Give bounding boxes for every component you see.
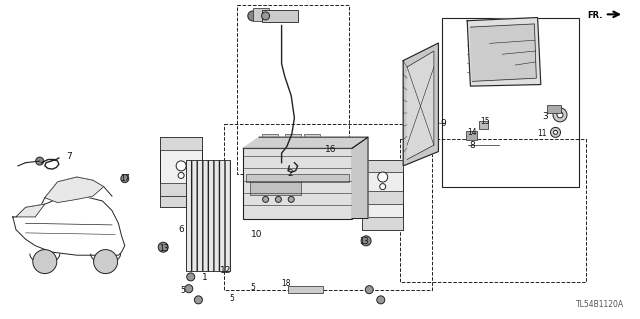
Text: FR.: FR. bbox=[588, 11, 603, 20]
Text: 8: 8 bbox=[469, 141, 475, 150]
Text: 11: 11 bbox=[538, 130, 547, 138]
Circle shape bbox=[288, 197, 294, 202]
Polygon shape bbox=[352, 137, 368, 219]
Circle shape bbox=[158, 242, 168, 252]
Text: 2: 2 bbox=[287, 169, 292, 178]
Text: TL54B1120A: TL54B1120A bbox=[576, 300, 624, 309]
Polygon shape bbox=[13, 195, 125, 255]
Text: 3: 3 bbox=[543, 112, 548, 121]
Bar bbox=[243, 148, 352, 219]
Bar bbox=[160, 137, 202, 150]
Text: 4: 4 bbox=[421, 68, 427, 77]
Circle shape bbox=[554, 130, 557, 134]
Circle shape bbox=[100, 256, 111, 268]
Polygon shape bbox=[16, 204, 45, 217]
Bar bbox=[362, 191, 403, 204]
Polygon shape bbox=[470, 24, 536, 81]
Circle shape bbox=[178, 173, 184, 178]
Circle shape bbox=[176, 161, 186, 171]
Circle shape bbox=[275, 197, 282, 202]
Polygon shape bbox=[467, 18, 541, 86]
Circle shape bbox=[185, 285, 193, 293]
Circle shape bbox=[404, 72, 412, 80]
Circle shape bbox=[557, 112, 563, 118]
Circle shape bbox=[377, 296, 385, 304]
Bar bbox=[362, 217, 403, 230]
Bar bbox=[186, 160, 230, 271]
Polygon shape bbox=[403, 43, 438, 166]
Circle shape bbox=[39, 256, 51, 268]
Text: 17: 17 bbox=[120, 174, 130, 182]
Text: 5: 5 bbox=[250, 283, 255, 292]
Text: 13: 13 bbox=[360, 237, 369, 246]
Circle shape bbox=[187, 273, 195, 281]
Bar bbox=[246, 174, 349, 182]
Text: 18: 18 bbox=[282, 279, 291, 288]
Bar bbox=[304, 134, 320, 148]
Circle shape bbox=[121, 174, 129, 183]
Bar bbox=[442, 18, 579, 187]
Text: 7: 7 bbox=[66, 152, 72, 161]
Text: 6: 6 bbox=[178, 225, 184, 234]
Polygon shape bbox=[45, 177, 104, 203]
Bar bbox=[466, 131, 477, 140]
Bar bbox=[479, 121, 488, 129]
Text: 5: 5 bbox=[180, 286, 186, 295]
Text: 16: 16 bbox=[325, 145, 337, 154]
Text: 14: 14 bbox=[467, 128, 477, 137]
Text: 1: 1 bbox=[202, 273, 208, 282]
Text: 10: 10 bbox=[251, 230, 262, 239]
Text: 17: 17 bbox=[404, 70, 414, 78]
Bar bbox=[160, 196, 202, 207]
Circle shape bbox=[262, 12, 269, 20]
Bar bbox=[160, 137, 202, 207]
Circle shape bbox=[550, 127, 561, 137]
Text: 12: 12 bbox=[220, 266, 232, 275]
Circle shape bbox=[33, 249, 57, 274]
Bar bbox=[362, 160, 403, 172]
Circle shape bbox=[380, 184, 386, 189]
Text: 13: 13 bbox=[159, 244, 168, 253]
Circle shape bbox=[262, 197, 269, 202]
Bar bbox=[362, 160, 403, 230]
Circle shape bbox=[314, 157, 326, 169]
Bar bbox=[262, 134, 278, 148]
Circle shape bbox=[378, 172, 388, 182]
Bar bbox=[262, 10, 298, 22]
Bar bbox=[285, 134, 301, 148]
Bar bbox=[160, 183, 202, 196]
Polygon shape bbox=[407, 51, 434, 160]
Bar bbox=[237, 5, 349, 174]
Circle shape bbox=[195, 296, 202, 304]
Bar bbox=[547, 105, 561, 113]
Bar bbox=[253, 8, 269, 21]
Circle shape bbox=[361, 236, 371, 246]
Bar bbox=[250, 182, 301, 195]
Circle shape bbox=[553, 108, 567, 122]
Circle shape bbox=[248, 11, 258, 21]
Circle shape bbox=[365, 286, 373, 294]
Bar bbox=[224, 124, 432, 290]
Text: 9: 9 bbox=[440, 119, 446, 128]
Circle shape bbox=[36, 157, 44, 165]
Text: 15: 15 bbox=[480, 117, 490, 126]
Text: 5: 5 bbox=[229, 294, 234, 303]
Bar bbox=[400, 139, 586, 282]
Polygon shape bbox=[243, 137, 368, 148]
Circle shape bbox=[93, 249, 118, 274]
Bar bbox=[288, 286, 323, 293]
